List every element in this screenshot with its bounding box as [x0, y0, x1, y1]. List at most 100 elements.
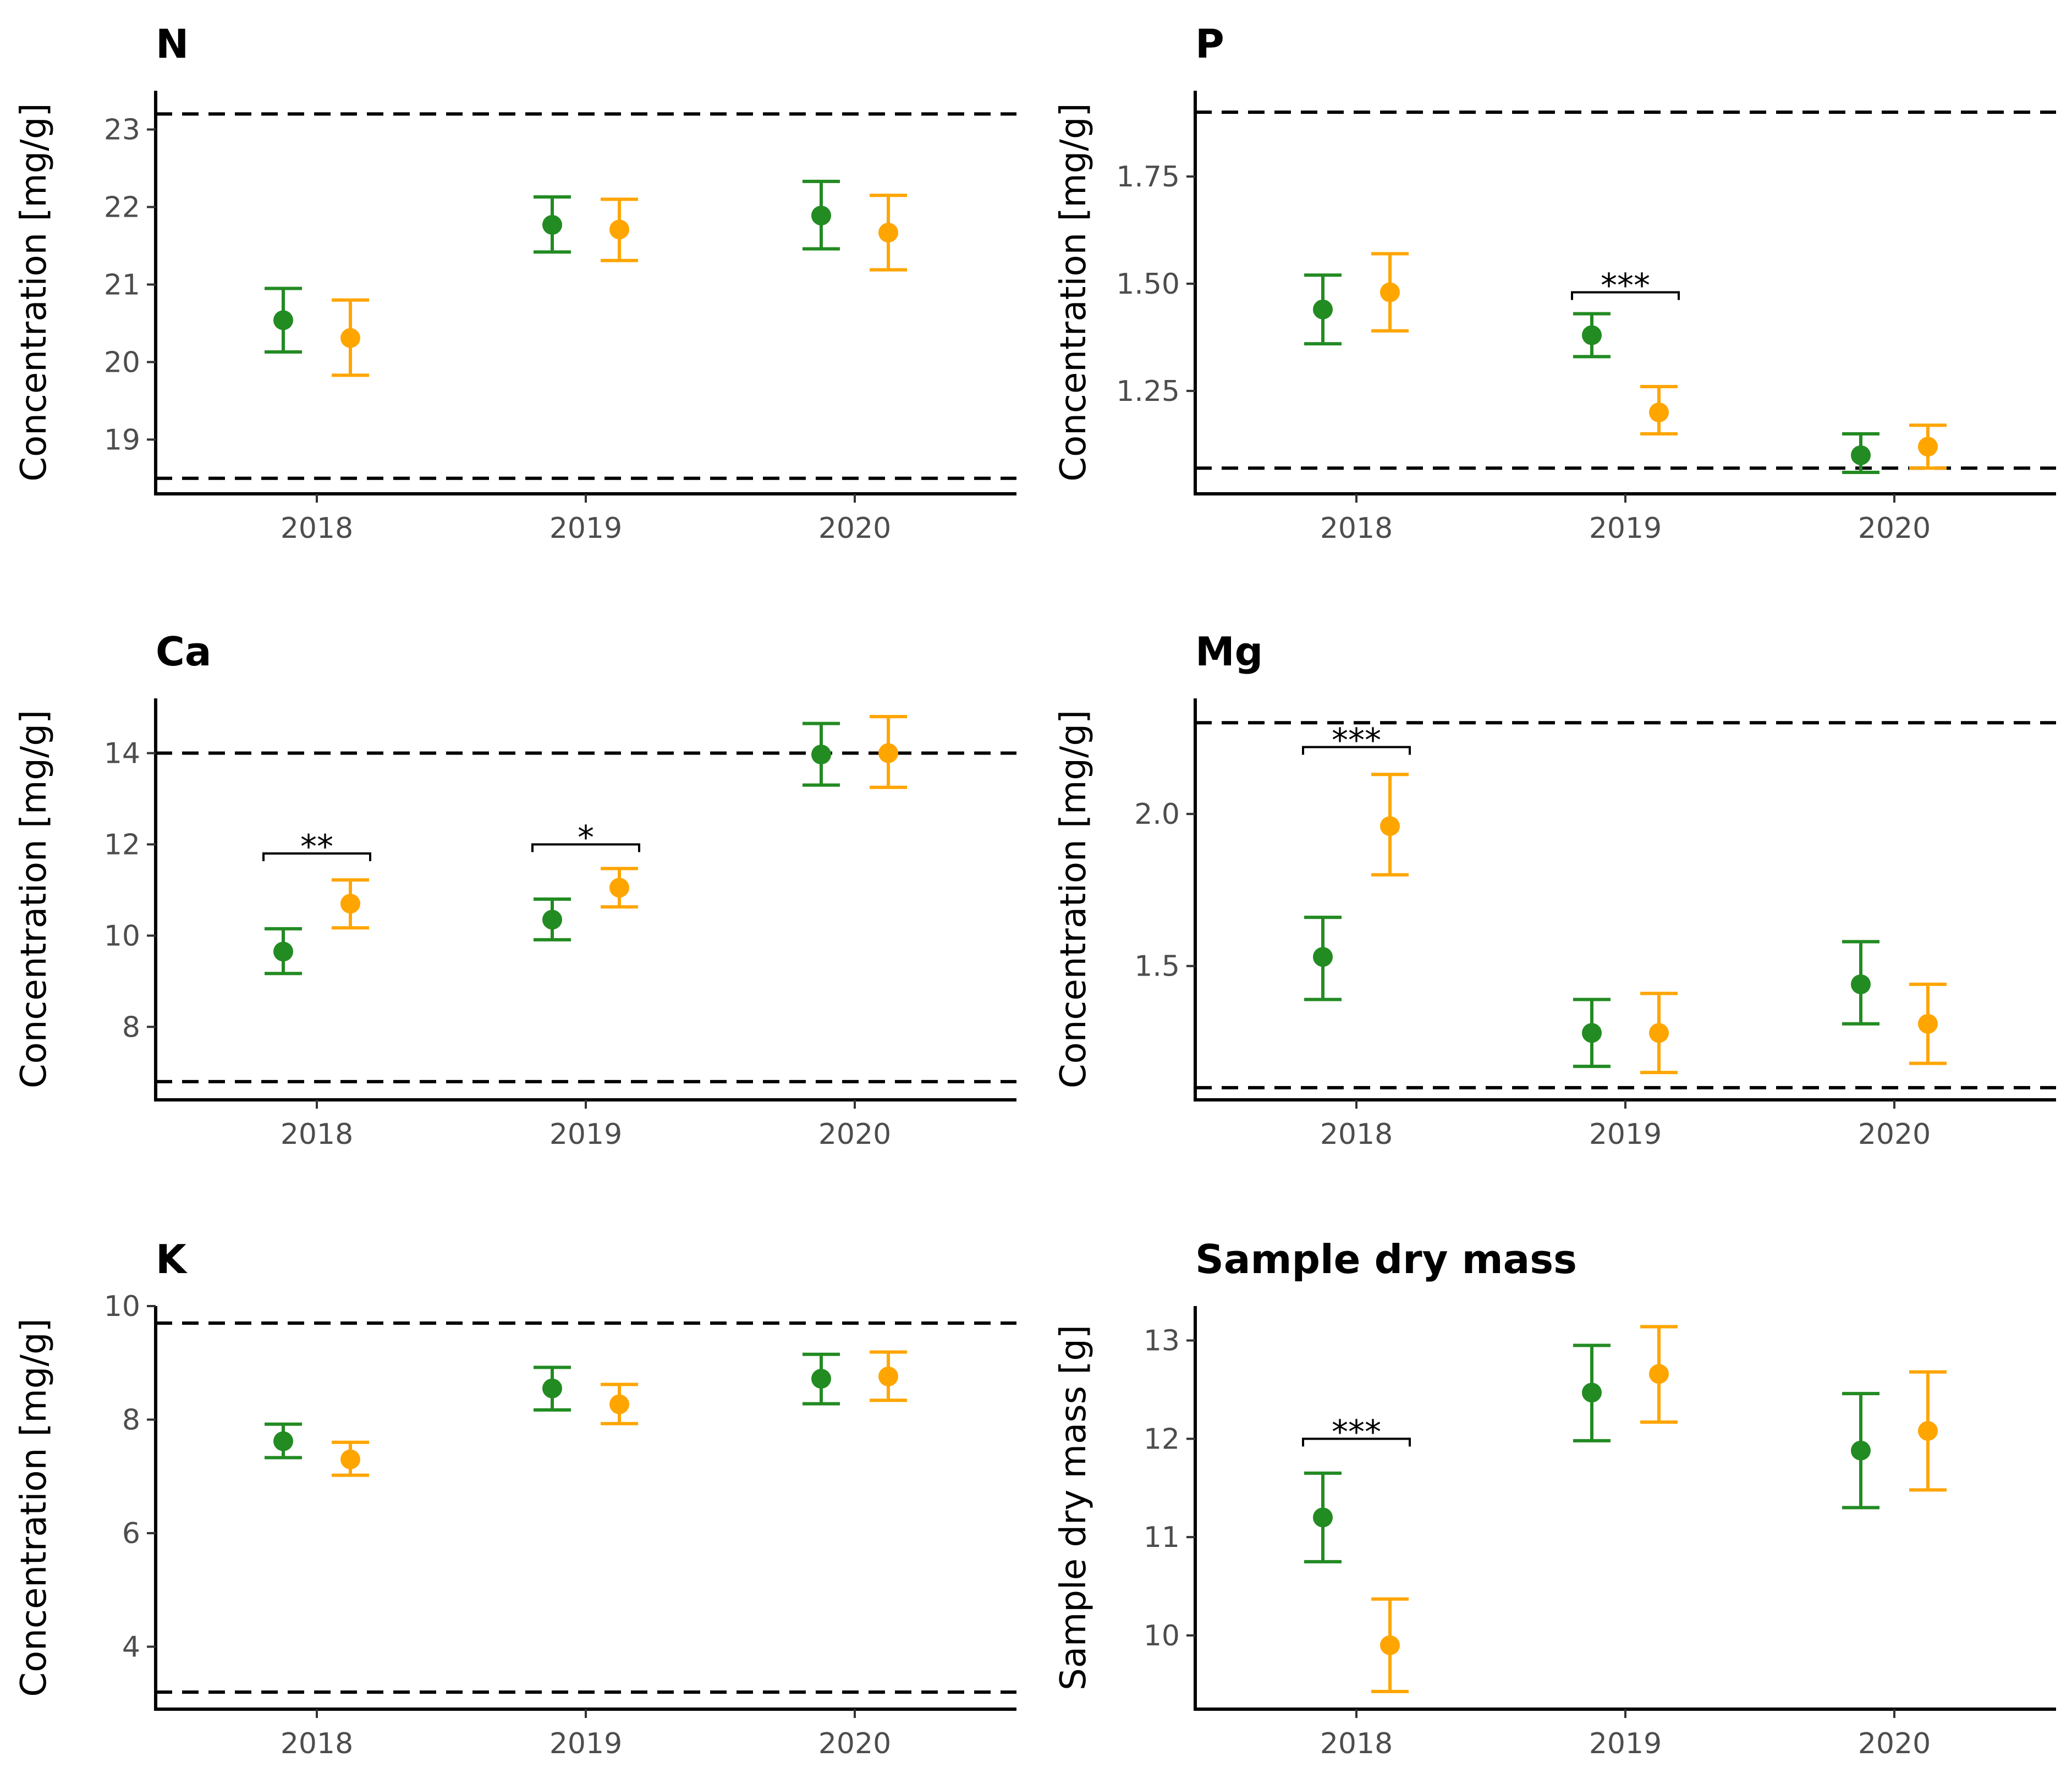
data-point-series-a-2018	[1313, 299, 1333, 320]
data-point-series-a-2018	[273, 1431, 293, 1451]
panel-title: Ca	[156, 629, 211, 675]
data-point-series-a-2020	[811, 1369, 831, 1389]
data-point-series-a-2020	[811, 205, 831, 225]
panel-k: K Concentration [mg/g] 4 6 8 10 2018 2019 2020	[14, 1236, 1016, 1760]
y-tick-label: 1.25	[1116, 375, 1180, 408]
x-tick-label: 2019	[1589, 512, 1662, 545]
y-tick-label: 10	[104, 919, 140, 952]
data-point-series-b-2018	[1380, 282, 1400, 302]
y-tick-label: 20	[104, 346, 140, 379]
data-point-series-a-2019	[1582, 1383, 1602, 1403]
significance-bracket	[1302, 746, 1411, 755]
data-point-series-b-2020	[1918, 1421, 1938, 1441]
x-tick-label: 2018	[1320, 1118, 1393, 1151]
data-point-series-a-2019	[1582, 325, 1602, 345]
y-tick-label: 1.50	[1116, 268, 1180, 301]
significance-label: ***	[1332, 721, 1381, 759]
y-axis-label: Concentration [mg/g]	[1053, 710, 1094, 1088]
y-tick-label: 2.0	[1134, 798, 1180, 831]
significance-bracket	[262, 852, 371, 862]
data-point-series-b-2019	[1649, 402, 1669, 422]
data-point-series-b-2019	[609, 1394, 629, 1414]
data-point-series-a-2018	[273, 941, 293, 962]
y-axis-label: Sample dry mass [g]	[1053, 1325, 1094, 1690]
data-point-series-a-2018	[1313, 1507, 1333, 1528]
significance-label: ***	[1601, 267, 1650, 305]
y-tick-label: 14	[104, 737, 140, 770]
x-tick-label: 2020	[818, 512, 891, 545]
data-point-series-a-2020	[1851, 445, 1871, 465]
data-point-series-a-2018	[273, 310, 293, 331]
data-point-series-a-2020	[1851, 974, 1871, 994]
panel-ca: Ca Concentration [mg/g] 8 10 12 14 2018 2019 202…	[14, 629, 1016, 1151]
data-point-series-a-2018	[1313, 947, 1333, 967]
y-tick-label: 1.5	[1134, 950, 1180, 983]
significance-label: **	[300, 828, 333, 866]
panel-n: N Concentration [mg/g] 19 20 21 22 23 2018 2019 2…	[14, 21, 1016, 545]
y-tick-label: 19	[104, 423, 140, 456]
y-tick-label: 10	[104, 1290, 140, 1323]
panel-title: Mg	[1195, 629, 1263, 675]
data-point-series-b-2018	[1380, 1635, 1400, 1655]
y-tick-label: 8	[122, 1011, 140, 1044]
x-tick-label: 2018	[281, 512, 353, 545]
y-axis-label: Concentration [mg/g]	[14, 1318, 54, 1697]
data-point-series-b-2018	[340, 894, 360, 914]
data-point-series-a-2019	[542, 910, 562, 930]
significance-label: ***	[1332, 1413, 1381, 1451]
data-point-series-a-2020	[1851, 1440, 1871, 1461]
data-point-series-b-2019	[609, 878, 629, 898]
data-point-series-a-2020	[811, 745, 831, 765]
x-tick-label: 2018	[1320, 1727, 1393, 1760]
x-tick-label: 2020	[818, 1727, 891, 1760]
panel-p: P Concentration [mg/g] 1.25 1.50 1.75 2018 201…	[1053, 21, 2056, 545]
y-tick-label: 4	[122, 1631, 140, 1664]
y-tick-label: 11	[1144, 1521, 1180, 1554]
data-point-series-b-2020	[878, 222, 898, 243]
data-point-series-b-2020	[1918, 1014, 1938, 1034]
significance-bracket	[1302, 1437, 1411, 1447]
x-tick-label: 2018	[1320, 512, 1393, 545]
significance-bracket	[1571, 291, 1680, 300]
data-point-series-b-2019	[1649, 1364, 1669, 1384]
panel-title: Sample dry mass	[1195, 1236, 1577, 1282]
x-tick-label: 2020	[1858, 1118, 1931, 1151]
significance-bracket	[531, 843, 640, 852]
data-point-series-b-2020	[878, 743, 898, 763]
x-tick-label: 2019	[549, 1727, 622, 1760]
panel-title: P	[1195, 21, 1224, 67]
y-tick-label: 22	[104, 191, 140, 224]
data-point-series-a-2019	[542, 214, 562, 235]
y-tick-label: 21	[104, 268, 140, 301]
x-tick-label: 2019	[1589, 1727, 1662, 1760]
x-tick-label: 2019	[549, 1118, 622, 1151]
significance-label: *	[578, 818, 594, 857]
panel-mg: Mg Concentration [mg/g] 1.5 2.0 2018 2019 2020…	[1053, 629, 2056, 1151]
panel-sample-dry-mass: Sample dry mass Sample dry mass [g] 10 11 12…	[1053, 1236, 2056, 1760]
data-point-series-b-2018	[340, 328, 360, 348]
x-tick-label: 2020	[818, 1118, 891, 1151]
x-tick-label: 2019	[549, 512, 622, 545]
panel-title: N	[156, 21, 189, 67]
data-point-series-b-2019	[1649, 1023, 1669, 1043]
y-tick-label: 8	[122, 1403, 140, 1436]
x-tick-label: 2018	[281, 1727, 353, 1760]
data-point-series-b-2020	[878, 1367, 898, 1387]
data-point-series-a-2019	[542, 1378, 562, 1398]
data-point-series-b-2020	[1918, 437, 1938, 457]
data-point-series-a-2019	[1582, 1023, 1602, 1043]
y-axis-label: Concentration [mg/g]	[14, 103, 54, 481]
y-tick-label: 12	[104, 828, 140, 861]
y-tick-label: 13	[1144, 1325, 1180, 1358]
panel-title: K	[156, 1236, 188, 1282]
data-point-series-b-2018	[1380, 816, 1400, 836]
y-tick-label: 10	[1144, 1620, 1180, 1653]
data-point-series-b-2018	[340, 1449, 360, 1469]
x-tick-label: 2018	[281, 1118, 353, 1151]
y-tick-label: 12	[1144, 1423, 1180, 1456]
y-tick-label: 1.75	[1116, 161, 1180, 194]
y-tick-label: 23	[104, 113, 140, 146]
y-axis-label: Concentration [mg/g]	[14, 710, 54, 1088]
y-axis-label: Concentration [mg/g]	[1053, 103, 1094, 481]
